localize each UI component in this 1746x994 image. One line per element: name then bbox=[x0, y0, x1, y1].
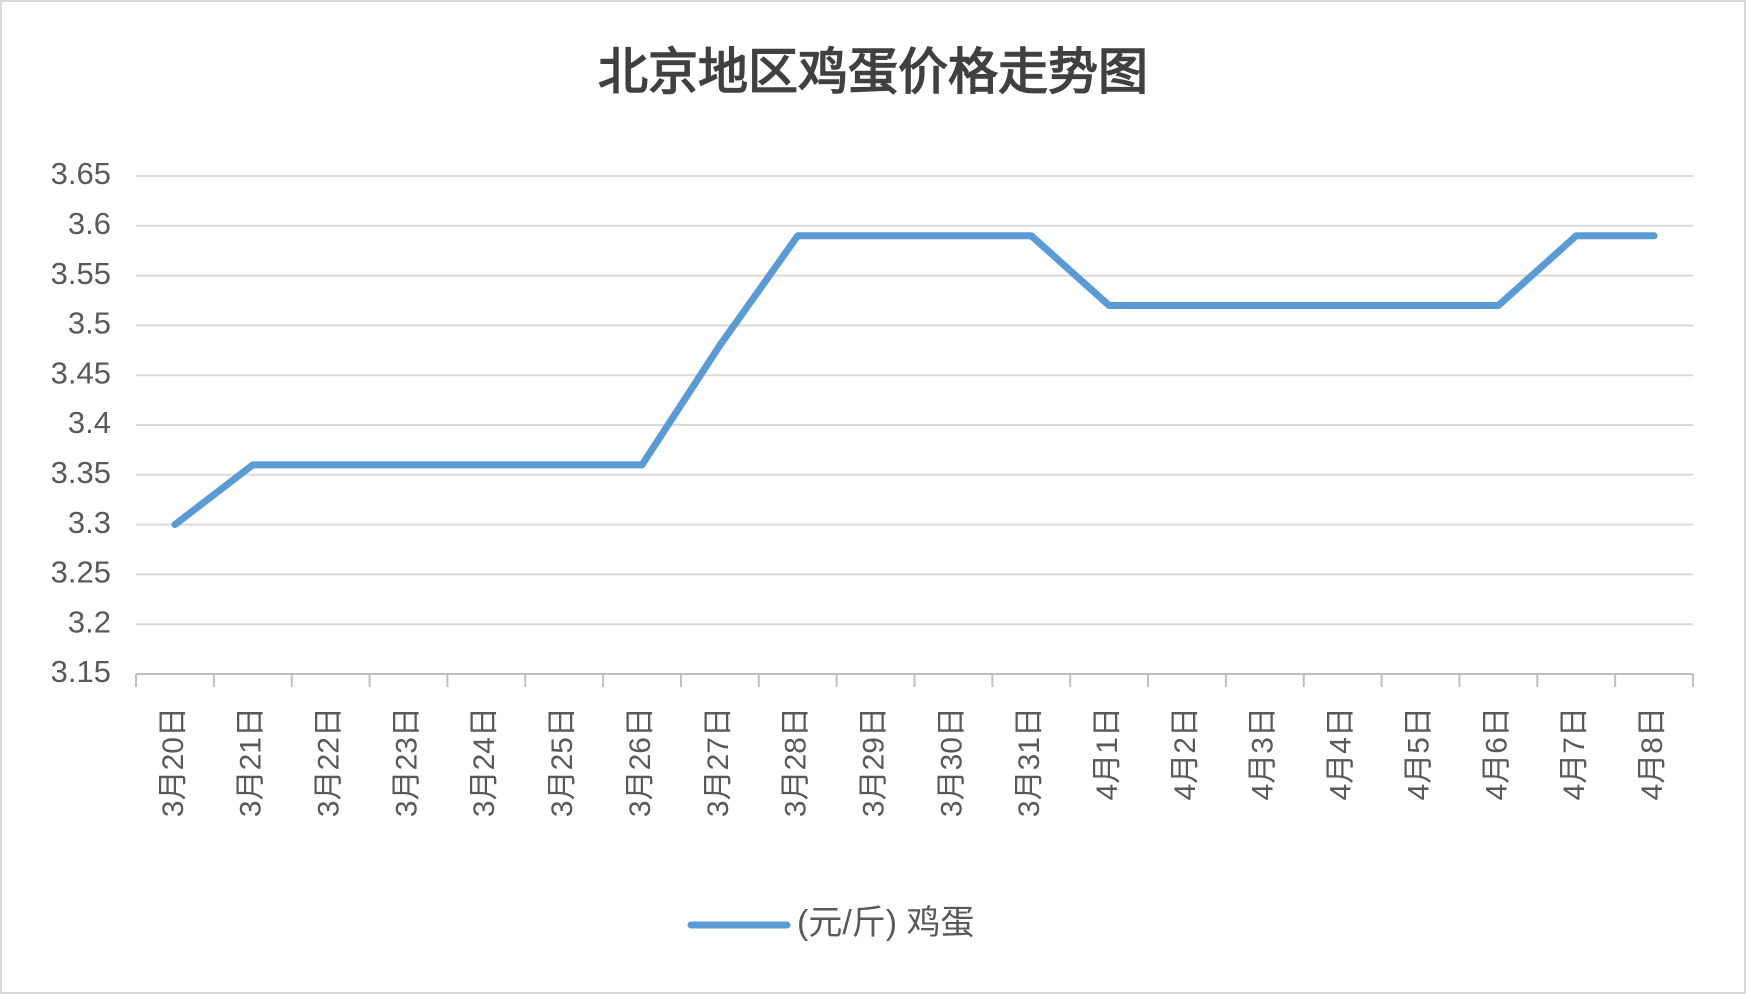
x-tick-label: 3月31日 bbox=[1013, 707, 1046, 817]
legend-label: (元/斤) 鸡蛋 bbox=[797, 904, 975, 942]
x-tick-label: 4月4日 bbox=[1325, 707, 1358, 800]
x-tick-label: 3月28日 bbox=[780, 707, 813, 817]
x-tick-label: 3月24日 bbox=[468, 707, 501, 817]
x-tick-label: 4月3日 bbox=[1247, 707, 1280, 800]
x-tick-label: 3月21日 bbox=[235, 707, 268, 817]
y-tick-label: 3.65 bbox=[51, 156, 111, 191]
y-tick-label: 3.55 bbox=[51, 256, 111, 291]
x-tick-label: 3月27日 bbox=[702, 707, 735, 817]
chart-title: 北京地区鸡蛋价格走势图 bbox=[598, 44, 1148, 100]
y-tick-label: 3.2 bbox=[68, 604, 111, 639]
x-tick-label: 4月8日 bbox=[1636, 707, 1669, 800]
x-tick-label: 4月6日 bbox=[1480, 707, 1513, 800]
y-tick-label: 3.35 bbox=[51, 455, 111, 490]
y-tick-label: 3.25 bbox=[51, 555, 111, 590]
x-tick-label: 3月30日 bbox=[935, 707, 968, 817]
y-tick-label: 3.45 bbox=[51, 355, 111, 390]
x-tick-label: 3月23日 bbox=[390, 707, 423, 817]
x-tick-label: 3月25日 bbox=[546, 707, 579, 817]
y-tick-label: 3.5 bbox=[68, 306, 111, 341]
y-tick-label: 3.3 bbox=[68, 505, 111, 540]
x-tick-label: 4月7日 bbox=[1558, 707, 1591, 800]
y-tick-label: 3.6 bbox=[68, 206, 111, 241]
y-tick-label: 3.4 bbox=[68, 405, 111, 440]
x-tick-label: 3月29日 bbox=[857, 707, 890, 817]
x-tick-label: 3月22日 bbox=[313, 707, 346, 817]
x-tick-label: 3月26日 bbox=[624, 707, 657, 817]
x-tick-label: 4月1日 bbox=[1091, 707, 1124, 800]
x-tick-label: 4月2日 bbox=[1169, 707, 1202, 800]
data-line bbox=[171, 232, 1658, 529]
y-tick-label: 3.15 bbox=[51, 654, 111, 689]
x-tick-label: 4月5日 bbox=[1402, 707, 1435, 800]
x-tick-label: 3月20日 bbox=[157, 707, 190, 817]
